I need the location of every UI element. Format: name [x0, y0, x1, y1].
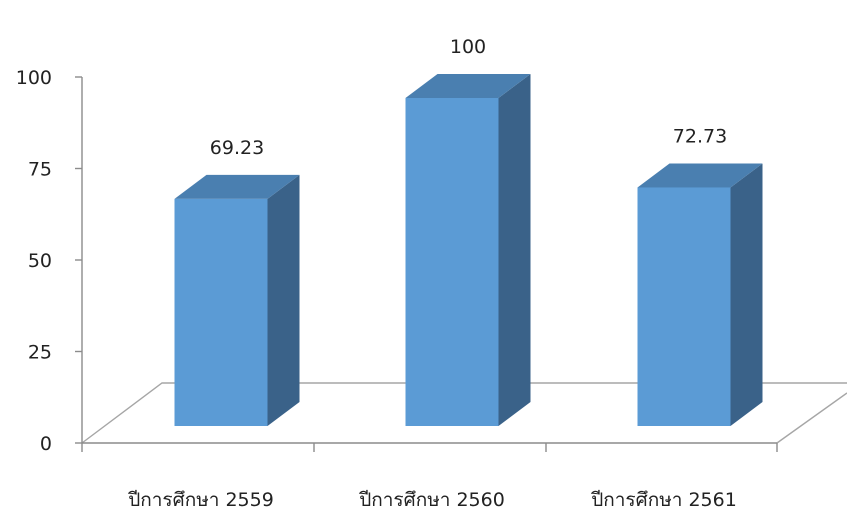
- bar-front-face: [174, 198, 268, 426]
- x-category-label: ปีการศึกษา 2559: [127, 489, 273, 511]
- bar-side-face: [498, 74, 531, 426]
- y-tick-label: 100: [16, 67, 52, 89]
- chart-floor: [81, 382, 847, 444]
- floor-back-edge: [81, 382, 847, 444]
- bar: [405, 74, 531, 426]
- y-axis-ticks: 0 25 50 75 100: [16, 67, 52, 455]
- bar-side-face: [267, 174, 300, 426]
- x-axis-labels: ปีการศึกษา 2559 ปีการศึกษา 2560 ปีการศึก…: [127, 489, 736, 511]
- y-tick-label: 50: [28, 250, 52, 272]
- bars: [174, 74, 763, 426]
- bar-side-face: [730, 163, 763, 426]
- y-tick-label: 0: [40, 433, 52, 455]
- y-tick-label: 25: [28, 342, 52, 364]
- floor-right-edge: [776, 392, 847, 444]
- data-labels: 69.23 100 72.73: [210, 36, 727, 159]
- bar-top-face: [174, 174, 300, 199]
- x-category-label: ปีการศึกษา 2560: [358, 489, 504, 511]
- y-tick-label: 75: [28, 159, 52, 181]
- chart-axes: [75, 76, 778, 452]
- x-category-label: ปีการศึกษา 2561: [590, 489, 736, 511]
- bar-top-face: [637, 163, 763, 188]
- bar: [174, 174, 300, 426]
- data-label: 100: [450, 36, 486, 58]
- data-label: 72.73: [673, 125, 727, 147]
- data-label: 69.23: [210, 137, 264, 159]
- bar: [637, 163, 763, 426]
- bar-front-face: [405, 98, 499, 426]
- bar-top-face: [405, 74, 531, 98]
- bar-front-face: [637, 187, 731, 426]
